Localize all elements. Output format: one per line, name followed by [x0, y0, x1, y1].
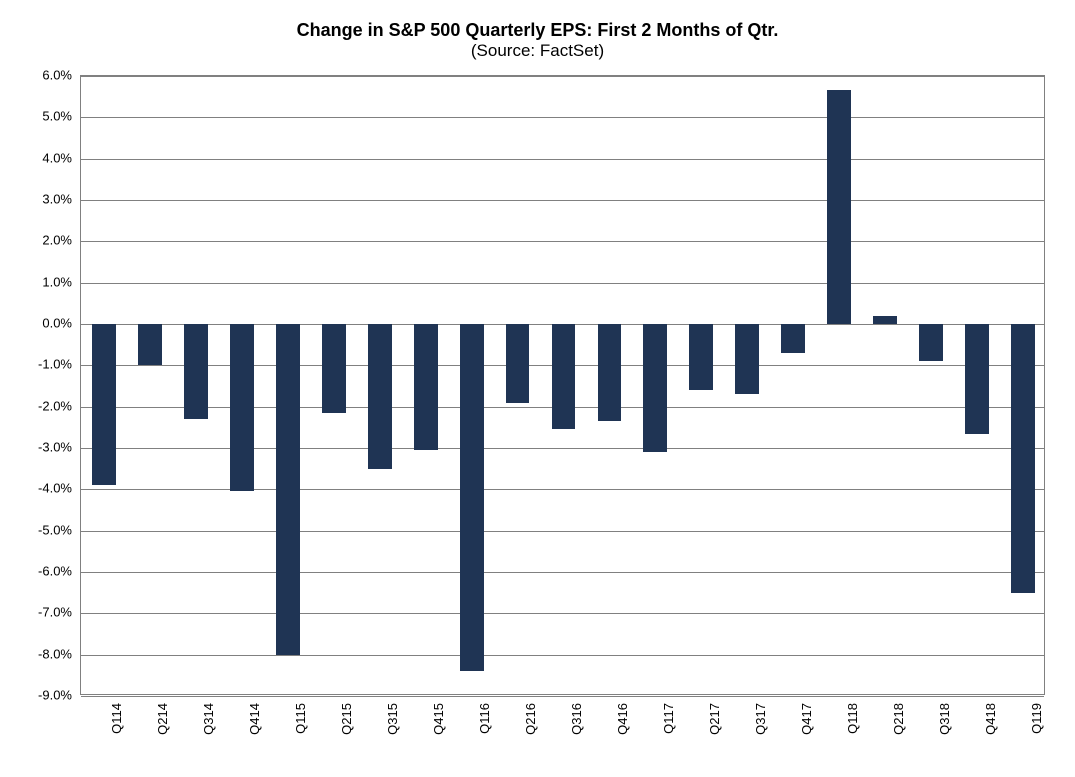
bars-layer [81, 76, 1044, 694]
bar [276, 324, 300, 655]
bar [873, 316, 897, 324]
x-tick-label: Q418 [983, 703, 998, 735]
y-tick-label: 4.0% [42, 150, 72, 165]
y-tick-label: -2.0% [38, 398, 72, 413]
x-tick-label: Q114 [109, 703, 124, 734]
bar [506, 324, 530, 403]
x-tick-label: Q119 [1029, 703, 1044, 734]
x-tick-label: Q416 [615, 703, 630, 735]
y-axis: -9.0%-8.0%-7.0%-6.0%-5.0%-4.0%-3.0%-2.0%… [20, 75, 80, 695]
bar [414, 324, 438, 450]
y-tick-label: 0.0% [42, 316, 72, 331]
bar [460, 324, 484, 671]
y-tick-label: 3.0% [42, 192, 72, 207]
bar [230, 324, 254, 491]
x-tick-label: Q217 [707, 703, 722, 735]
x-tick-label: Q314 [201, 703, 216, 735]
y-tick-label: -7.0% [38, 605, 72, 620]
x-tick-label: Q318 [937, 703, 952, 735]
x-tick-label: Q414 [247, 703, 262, 735]
y-tick-label: 5.0% [42, 109, 72, 124]
y-tick-label: -8.0% [38, 646, 72, 661]
title-block: Change in S&P 500 Quarterly EPS: First 2… [20, 20, 1055, 61]
bar [322, 324, 346, 413]
bar [184, 324, 208, 419]
bar [689, 324, 713, 390]
y-tick-label: -3.0% [38, 440, 72, 455]
y-tick-label: -4.0% [38, 481, 72, 496]
y-tick-label: 2.0% [42, 233, 72, 248]
x-tick-label: Q215 [339, 703, 354, 735]
bar [643, 324, 667, 452]
y-tick-label: 1.0% [42, 274, 72, 289]
bar [92, 324, 116, 485]
bar [735, 324, 759, 394]
chart-container: Change in S&P 500 Quarterly EPS: First 2… [20, 20, 1055, 757]
y-tick-label: -5.0% [38, 522, 72, 537]
y-tick-label: -6.0% [38, 564, 72, 579]
x-tick-label: Q118 [845, 703, 860, 734]
y-tick-label: -1.0% [38, 357, 72, 372]
bar [781, 324, 805, 353]
x-tick-label: Q317 [753, 703, 768, 735]
x-tick-label: Q216 [523, 703, 538, 735]
x-tick-label: Q417 [799, 703, 814, 735]
x-tick-label: Q316 [569, 703, 584, 735]
bar [368, 324, 392, 469]
bar [1011, 324, 1035, 593]
bar [552, 324, 576, 429]
y-tick-label: 6.0% [42, 68, 72, 83]
bar [827, 90, 851, 324]
chart-title: Change in S&P 500 Quarterly EPS: First 2… [20, 20, 1055, 41]
y-tick-label: -9.0% [38, 688, 72, 703]
x-tick-label: Q214 [155, 703, 170, 735]
x-tick-label: Q115 [293, 703, 308, 734]
x-axis-labels: Q114 Q214 Q314 Q414 Q115 Q215 Q315 Q415 Q116 Q216… [80, 703, 1045, 763]
chart-subtitle: (Source: FactSet) [20, 41, 1055, 61]
plot-area [80, 75, 1045, 695]
bar [138, 324, 162, 365]
gridline [81, 696, 1044, 697]
x-tick-label: Q218 [891, 703, 906, 735]
bar [965, 324, 989, 434]
bar [598, 324, 622, 421]
x-tick-label: Q415 [431, 703, 446, 735]
x-tick-label: Q117 [661, 703, 676, 734]
x-tick-label: Q116 [477, 703, 492, 734]
x-tick-label: Q315 [385, 703, 400, 735]
bar [919, 324, 943, 361]
